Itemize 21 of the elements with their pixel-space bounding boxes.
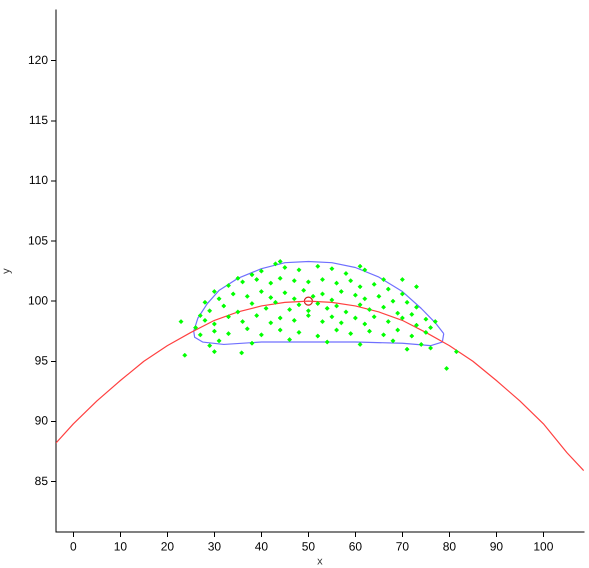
x-tick-label: 30 xyxy=(208,540,222,554)
x-tick-label: 80 xyxy=(442,540,456,554)
y-tick-label: 85 xyxy=(34,474,48,488)
x-tick-label: 40 xyxy=(254,540,268,554)
x-tick-label: 20 xyxy=(160,540,174,554)
x-tick-label: 50 xyxy=(302,540,316,554)
y-tick-label: 115 xyxy=(28,113,48,128)
y-tick-label: 95 xyxy=(34,354,48,368)
x-tick-label: 10 xyxy=(114,540,128,554)
x-axis-title: x xyxy=(317,555,324,568)
y-tick-label: 105 xyxy=(28,233,48,248)
y-tick-label: 100 xyxy=(28,293,48,308)
y-axis-title: y xyxy=(0,268,13,274)
x-tick-label: 90 xyxy=(490,540,504,554)
y-tick-label: 90 xyxy=(34,414,48,428)
x-tick-label: 0 xyxy=(70,540,78,554)
y-tick-label: 120 xyxy=(28,53,48,68)
x-tick-label: 100 xyxy=(533,540,554,554)
y-tick-label: 110 xyxy=(28,173,48,188)
x-tick-label: 60 xyxy=(348,540,362,554)
x-tick-label: 70 xyxy=(396,540,410,554)
